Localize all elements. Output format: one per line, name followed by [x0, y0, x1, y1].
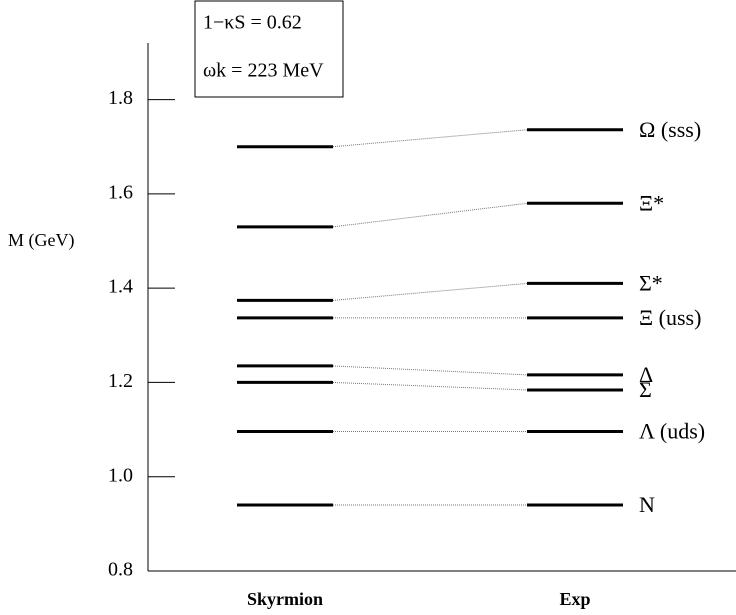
annotation: ωk = 223 MeV — [203, 60, 324, 82]
annotation-box — [194, 0, 344, 98]
connector — [332, 381, 528, 391]
level-label: N — [639, 492, 655, 517]
level-label: Δ — [639, 362, 653, 387]
y-tick-label: 1.4 — [108, 276, 133, 298]
y-tick-label: 1.6 — [108, 181, 133, 203]
connector — [332, 282, 528, 301]
connector — [332, 202, 528, 228]
y-tick-label: 1.2 — [108, 370, 133, 392]
y-tick-label: 0.8 — [108, 559, 133, 581]
y-tick-label: 1.0 — [108, 464, 133, 486]
connector — [332, 129, 528, 148]
level-label: Σ — [639, 377, 652, 402]
y-tick-label: 1.8 — [108, 87, 133, 109]
x-category-label: Skyrmion — [247, 589, 323, 609]
level-label: Ξ* — [639, 190, 664, 215]
level-label: Σ* — [639, 270, 663, 295]
level-label: Ξ (uss) — [639, 305, 701, 330]
level-label: Ω (sss) — [639, 117, 701, 142]
connector — [332, 365, 528, 376]
y-axis-label: M (GeV) — [8, 230, 74, 251]
x-category-label: Exp — [559, 589, 590, 609]
annotation: 1−κS = 0.62 — [203, 12, 302, 34]
level-label: Λ (uds) — [639, 419, 705, 444]
